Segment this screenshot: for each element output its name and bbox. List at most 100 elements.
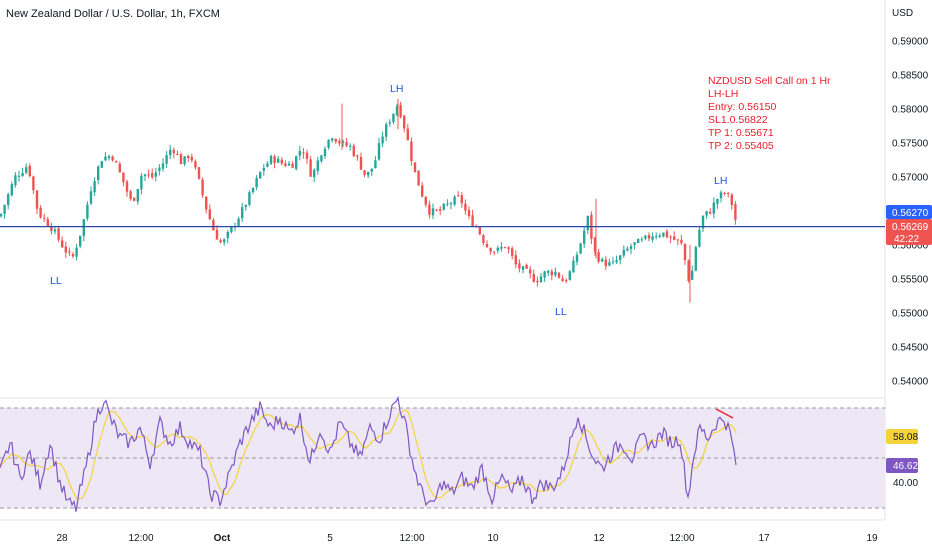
price-tick-label: 0.59000 — [892, 37, 929, 48]
candle-body — [615, 260, 618, 263]
time-axis[interactable]: 28 12:00 Oct 5 12:00 10 12 12:00 17 19 — [56, 533, 878, 544]
candle-body — [352, 145, 355, 157]
price-tick-label: 0.54000 — [892, 377, 929, 388]
wave-label-lh: LH — [390, 83, 403, 95]
candle-body — [7, 194, 10, 206]
candle-body — [363, 170, 366, 175]
candle-body — [395, 106, 399, 115]
candle-body — [691, 270, 694, 280]
candle-body — [633, 242, 636, 245]
candle-body — [579, 243, 582, 254]
candle-body — [122, 172, 125, 183]
candle-body — [323, 148, 327, 157]
candle-body — [500, 247, 503, 249]
candle-body — [701, 215, 705, 229]
candle-body — [111, 156, 114, 161]
candle-body — [262, 167, 265, 171]
candle-body — [694, 247, 697, 271]
candle-body — [709, 211, 712, 214]
candle-body — [687, 260, 690, 281]
candle-body — [705, 211, 708, 216]
candle-body — [71, 253, 75, 257]
candle-body — [514, 255, 517, 265]
candle-body — [651, 236, 654, 240]
rsi-line — [0, 395, 737, 512]
candle-body — [57, 228, 60, 240]
candle-body — [21, 172, 24, 177]
candle-body — [489, 247, 492, 252]
candle-body — [298, 150, 301, 156]
candle-body — [305, 152, 309, 159]
candle-body — [237, 218, 240, 227]
candle-body — [428, 204, 431, 215]
candle-body — [230, 226, 233, 233]
candle-body — [3, 204, 6, 214]
candle-body — [266, 163, 269, 167]
candle-body — [457, 195, 460, 197]
candle-body — [158, 167, 161, 172]
candle-body — [190, 156, 193, 161]
candle-body — [212, 220, 215, 231]
candle-body — [115, 161, 118, 163]
candle-body — [269, 155, 273, 164]
candle-body — [464, 203, 467, 211]
candle-body — [601, 259, 604, 262]
candle-body — [14, 175, 17, 186]
candle-body — [345, 142, 348, 146]
candle-body — [421, 185, 424, 197]
time-tick-label: 10 — [487, 533, 499, 544]
candle-body — [154, 172, 157, 177]
candle-body — [539, 276, 543, 283]
candle-body — [655, 236, 658, 238]
candle-body — [291, 163, 294, 168]
candle-body — [35, 190, 39, 209]
candle-body — [417, 170, 420, 186]
candle-body — [593, 237, 597, 252]
rsi-axis-level: 40.00 — [893, 478, 918, 489]
rsi-ma-line — [0, 409, 737, 500]
note-line: TP 1: 0.55671 — [708, 127, 774, 139]
candle-body — [385, 124, 388, 137]
candle-body — [442, 204, 445, 210]
price-tick-label: 0.54500 — [892, 343, 929, 354]
candle-body — [658, 235, 661, 237]
candle-body — [586, 216, 589, 231]
candle-body — [295, 156, 298, 169]
candle-body — [507, 247, 510, 250]
candle-body — [194, 161, 197, 168]
time-tick-label: 12:00 — [669, 533, 694, 544]
candle-body — [86, 204, 89, 219]
candle-body — [565, 280, 568, 282]
rsi-ma-tag: 58.08 — [886, 429, 918, 444]
candle-body — [640, 239, 643, 241]
candles — [0, 98, 737, 303]
candle-body — [611, 261, 615, 263]
candle-body — [129, 191, 132, 199]
price-tick-label: 0.58500 — [892, 71, 929, 82]
candle-body — [471, 215, 474, 227]
candle-body — [723, 193, 726, 195]
candle-body — [356, 155, 359, 157]
candle-body — [561, 278, 564, 282]
candle-body — [341, 141, 345, 143]
candle-body — [302, 152, 305, 154]
candle-body — [133, 197, 136, 201]
candle-body — [712, 202, 715, 214]
candle-body — [493, 251, 496, 253]
candle-body — [532, 274, 535, 282]
candle-body — [529, 269, 532, 274]
candle-body — [309, 159, 312, 177]
candle-body — [53, 229, 57, 232]
candle-body — [151, 173, 154, 178]
candle-body — [17, 175, 21, 177]
candle-body — [97, 166, 100, 180]
candle-body — [147, 174, 150, 176]
candle-body — [89, 191, 93, 204]
candle-body — [547, 270, 550, 273]
wave-label-ll: LL — [555, 306, 567, 318]
candle-body — [597, 252, 600, 262]
candle-body — [201, 179, 204, 196]
candle-body — [125, 181, 129, 192]
candle-body — [320, 155, 323, 162]
